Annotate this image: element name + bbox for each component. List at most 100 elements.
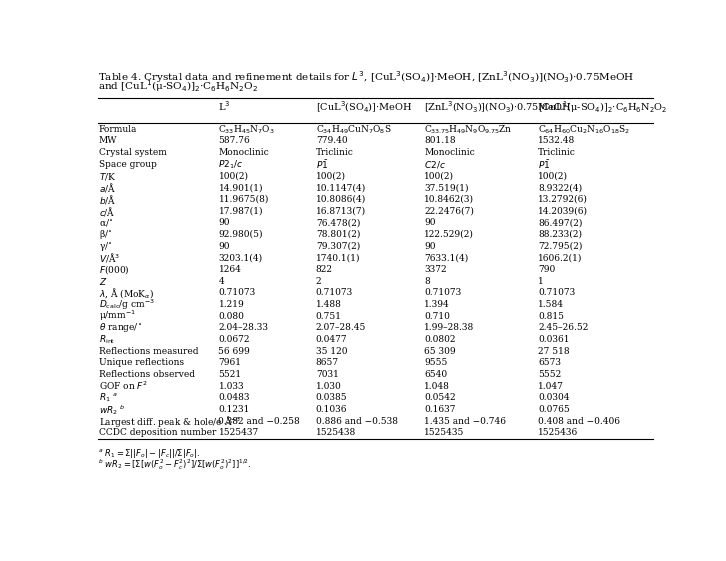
Text: 0.71073: 0.71073 — [316, 288, 353, 297]
Text: 78.801(2): 78.801(2) — [316, 230, 360, 239]
Text: 1.048: 1.048 — [425, 381, 450, 391]
Text: 1264: 1264 — [219, 265, 241, 274]
Text: 0.382 and −0.258: 0.382 and −0.258 — [219, 417, 301, 426]
Text: $P\bar{1}$: $P\bar{1}$ — [538, 158, 550, 171]
Text: $D_{\mathrm{calc}}$/g cm$^{-3}$: $D_{\mathrm{calc}}$/g cm$^{-3}$ — [99, 297, 155, 312]
Text: 2: 2 — [316, 277, 322, 286]
Text: 0.0542: 0.0542 — [425, 393, 456, 402]
Text: 90: 90 — [219, 218, 230, 227]
Text: 1532.48: 1532.48 — [538, 136, 575, 145]
Text: 56 699: 56 699 — [219, 347, 250, 356]
Text: 13.2792(6): 13.2792(6) — [538, 195, 588, 204]
Text: 79.307(2): 79.307(2) — [316, 242, 360, 251]
Text: 1525436: 1525436 — [538, 429, 579, 438]
Text: 2.04–28.33: 2.04–28.33 — [219, 323, 269, 332]
Text: 35 120: 35 120 — [316, 347, 347, 356]
Text: [CuL$^1$(μ-SO$_4$)]$_2$·C$_6$H$_6$N$_2$O$_2$: [CuL$^1$(μ-SO$_4$)]$_2$·C$_6$H$_6$N$_2$O… — [538, 99, 667, 115]
Text: 1.219: 1.219 — [219, 300, 244, 309]
Text: 72.795(2): 72.795(2) — [538, 242, 582, 251]
Text: 1.435 and −0.746: 1.435 and −0.746 — [425, 417, 507, 426]
Text: 1.488: 1.488 — [316, 300, 342, 309]
Text: 90: 90 — [425, 218, 436, 227]
Text: 3203.1(4): 3203.1(4) — [219, 253, 263, 263]
Text: 92.980(5): 92.980(5) — [219, 230, 263, 239]
Text: $\theta$ range/$^{\circ}$: $\theta$ range/$^{\circ}$ — [99, 321, 142, 334]
Text: 1525438: 1525438 — [316, 429, 356, 438]
Text: 27 518: 27 518 — [538, 347, 570, 356]
Text: 7961: 7961 — [219, 358, 242, 367]
Text: Reflections observed: Reflections observed — [99, 370, 195, 379]
Text: 8657: 8657 — [316, 358, 339, 367]
Text: 100(2): 100(2) — [425, 172, 454, 181]
Text: 8: 8 — [425, 277, 430, 286]
Text: 0.0304: 0.0304 — [538, 393, 570, 402]
Text: 0.0483: 0.0483 — [219, 393, 250, 402]
Text: 0.751: 0.751 — [316, 312, 342, 321]
Text: 86.497(2): 86.497(2) — [538, 218, 582, 227]
Text: 1.99–28.38: 1.99–28.38 — [425, 323, 475, 332]
Text: $P\bar{1}$: $P\bar{1}$ — [316, 158, 328, 171]
Text: 0.1036: 0.1036 — [316, 405, 347, 414]
Text: 22.2476(7): 22.2476(7) — [425, 206, 474, 215]
Text: 1740.1(1): 1740.1(1) — [316, 253, 360, 263]
Text: μ/mm$^{-1}$: μ/mm$^{-1}$ — [99, 309, 136, 323]
Text: CCDC deposition number: CCDC deposition number — [99, 429, 216, 438]
Text: 0.1231: 0.1231 — [219, 405, 250, 414]
Text: 10.1147(4): 10.1147(4) — [316, 183, 366, 192]
Text: 801.18: 801.18 — [425, 136, 456, 145]
Text: 790: 790 — [538, 265, 555, 274]
Text: 17.987(1): 17.987(1) — [219, 206, 263, 215]
Text: Table 4. Crystal data and refinement details for $L^3$, [CuL$^3$(SO$_4$)]·MeOH, : Table 4. Crystal data and refinement det… — [97, 70, 634, 85]
Text: 0.710: 0.710 — [425, 312, 450, 321]
Text: 100(2): 100(2) — [538, 172, 568, 181]
Text: 6573: 6573 — [538, 358, 561, 367]
Text: 587.76: 587.76 — [219, 136, 250, 145]
Text: 14.2039(6): 14.2039(6) — [538, 206, 588, 215]
Text: GOF on $F^2$: GOF on $F^2$ — [99, 380, 147, 393]
Text: 1.047: 1.047 — [538, 381, 564, 391]
Text: Monoclinic: Monoclinic — [425, 148, 475, 157]
Text: 100(2): 100(2) — [316, 172, 346, 181]
Text: 16.8713(7): 16.8713(7) — [316, 206, 366, 215]
Text: 1.030: 1.030 — [316, 381, 341, 391]
Text: 0.71073: 0.71073 — [219, 288, 256, 297]
Text: 0.408 and −0.406: 0.408 and −0.406 — [538, 417, 620, 426]
Text: Monoclinic: Monoclinic — [219, 148, 269, 157]
Text: $\lambda$, Å (MoK$_{\alpha}$): $\lambda$, Å (MoK$_{\alpha}$) — [99, 286, 154, 300]
Text: 1.584: 1.584 — [538, 300, 564, 309]
Text: 1606.2(1): 1606.2(1) — [538, 253, 582, 263]
Text: 779.40: 779.40 — [316, 136, 348, 145]
Text: 9555: 9555 — [425, 358, 448, 367]
Text: 100(2): 100(2) — [219, 172, 248, 181]
Text: γ/$^{\circ}$: γ/$^{\circ}$ — [99, 240, 112, 252]
Text: C$_{33}$H$_{45}$N$_7$O$_3$: C$_{33}$H$_{45}$N$_7$O$_3$ — [219, 123, 275, 136]
Text: 0.080: 0.080 — [219, 312, 245, 321]
Text: 0.0477: 0.0477 — [316, 335, 348, 344]
Text: $C2/c$: $C2/c$ — [425, 159, 446, 170]
Text: [CuL$^3$(SO$_4$)]·MeOH: [CuL$^3$(SO$_4$)]·MeOH — [316, 99, 412, 114]
Text: 0.1637: 0.1637 — [425, 405, 456, 414]
Text: 7031: 7031 — [316, 370, 339, 379]
Text: 14.901(1): 14.901(1) — [219, 183, 263, 192]
Text: 1.033: 1.033 — [219, 381, 244, 391]
Text: $T$/K: $T$/K — [99, 171, 116, 182]
Text: C$_{34}$H$_{49}$CuN$_7$O$_8$S: C$_{34}$H$_{49}$CuN$_7$O$_8$S — [316, 123, 391, 136]
Text: 0.0361: 0.0361 — [538, 335, 570, 344]
Text: 0.0672: 0.0672 — [219, 335, 250, 344]
Text: 0.71073: 0.71073 — [425, 288, 462, 297]
Text: 37.519(1): 37.519(1) — [425, 183, 469, 192]
Text: 4: 4 — [219, 277, 224, 286]
Text: $V$/Å$^3$: $V$/Å$^3$ — [99, 251, 120, 264]
Text: 3372: 3372 — [425, 265, 447, 274]
Text: L$^3$: L$^3$ — [219, 99, 231, 113]
Text: $wR_2$ $^b$: $wR_2$ $^b$ — [99, 403, 125, 417]
Text: 76.478(2): 76.478(2) — [316, 218, 360, 227]
Text: 10.8086(4): 10.8086(4) — [316, 195, 366, 204]
Text: Reflections measured: Reflections measured — [99, 347, 198, 356]
Text: Largest diff. peak & hole/e Å$^{-3}$: Largest diff. peak & hole/e Å$^{-3}$ — [99, 414, 241, 429]
Text: 822: 822 — [316, 265, 333, 274]
Text: Formula: Formula — [99, 125, 137, 134]
Text: $R_{\mathrm{int}}$: $R_{\mathrm{int}}$ — [99, 333, 115, 346]
Text: 0.0765: 0.0765 — [538, 405, 570, 414]
Text: 10.8462(3): 10.8462(3) — [425, 195, 474, 204]
